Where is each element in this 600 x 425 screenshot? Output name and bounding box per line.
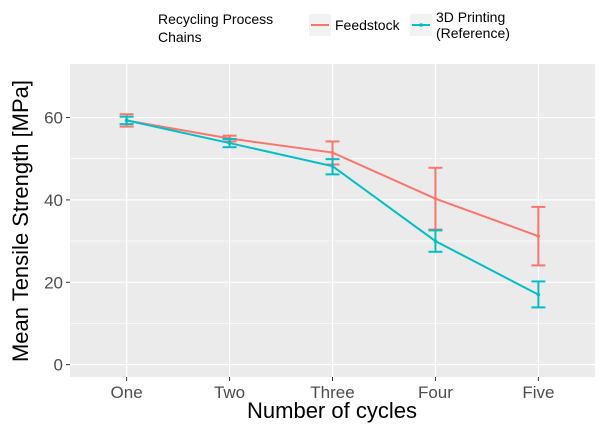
y-tick-label: 60 (44, 109, 63, 128)
legend-label-3d-printing-line-1: 3D Printing (436, 9, 505, 25)
x-axis-title: Number of cycles (247, 398, 417, 423)
data-point (536, 234, 541, 238)
series-1 (119, 115, 546, 309)
legend-point-3d-printing (419, 23, 423, 27)
y-tick-label: 0 (54, 356, 63, 375)
y-tick-label: 20 (44, 273, 63, 292)
legend: Recycling Process Chains Feedstock 3D Pr… (158, 9, 510, 45)
y-axis-title: Mean Tensile Strength [MPa] (8, 80, 33, 362)
x-tick-label: Five (522, 383, 554, 402)
axes: 0 20 40 60 One Two Three Four Five (44, 109, 554, 402)
x-tick-label: Two (214, 383, 245, 402)
x-tick-label: Four (418, 383, 453, 402)
gridlines (70, 64, 595, 377)
x-tick-label: One (111, 383, 143, 402)
data-point (536, 292, 541, 297)
data-point (433, 239, 438, 243)
legend-label-feedstock: Feedstock (335, 17, 401, 33)
legend-title-line-1: Recycling Process (158, 11, 273, 27)
data-point (330, 150, 335, 155)
data-point (433, 196, 438, 201)
legend-label-3d-printing-line-2: (Reference) (436, 25, 510, 41)
y-tick-label: 40 (44, 191, 63, 210)
legend-title-line-2: Chains (158, 29, 202, 45)
series-layer (119, 113, 546, 309)
data-point (227, 141, 232, 145)
x-tick-label: Three (310, 383, 354, 402)
data-point (124, 118, 129, 123)
data-point (330, 164, 335, 168)
